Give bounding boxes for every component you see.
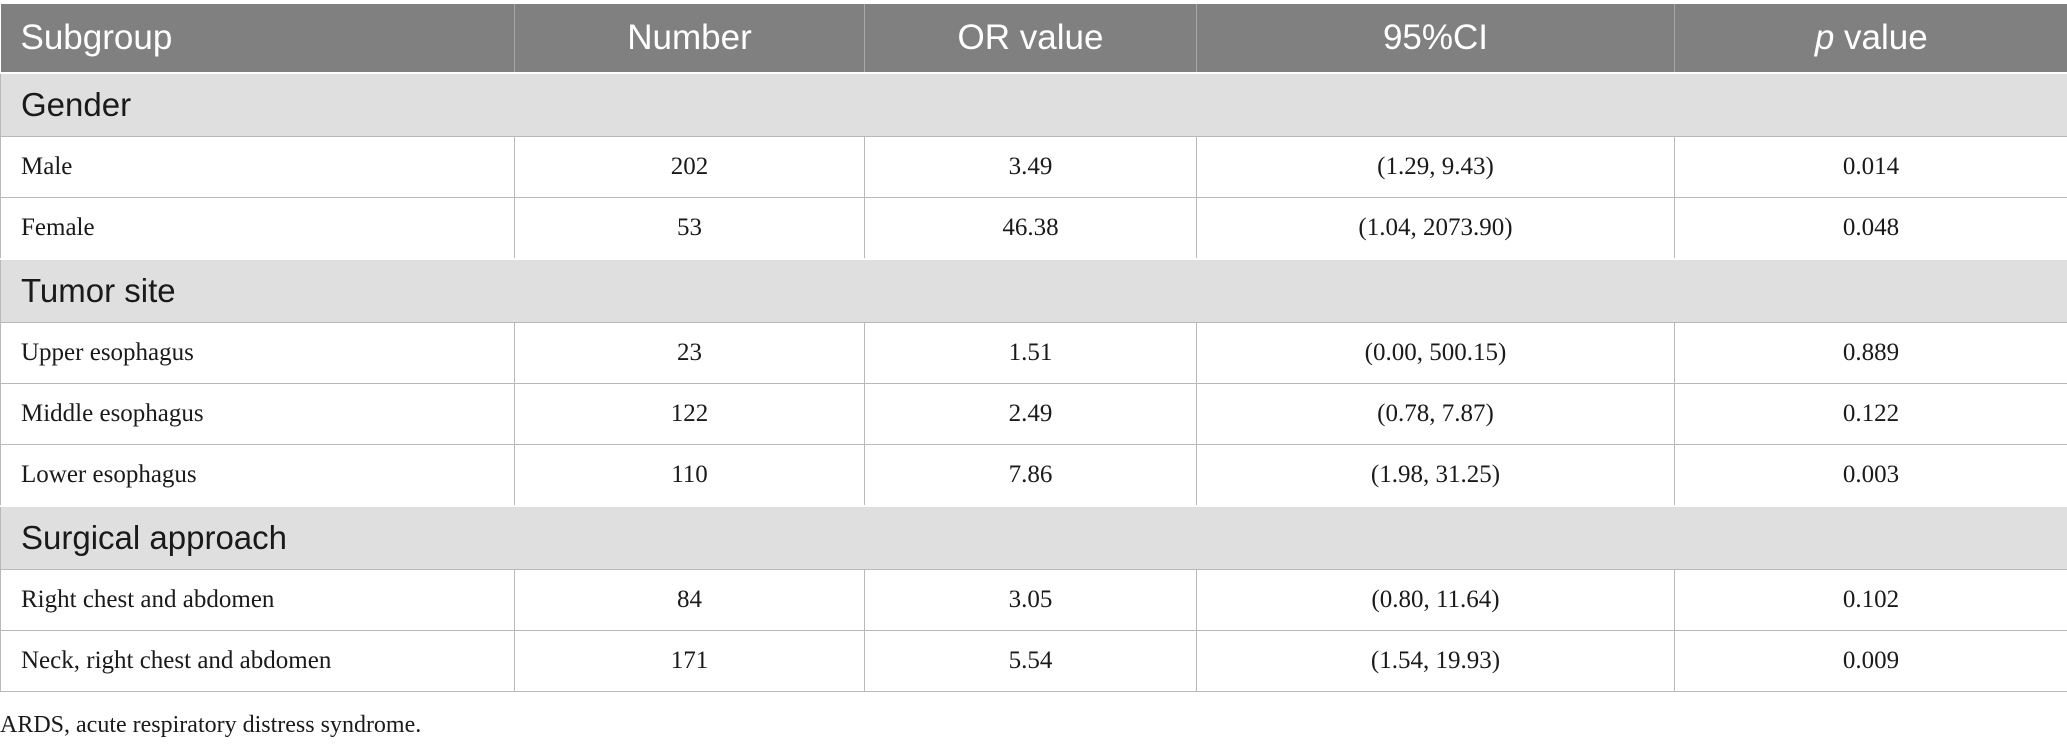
row-ci: (0.00, 500.15)	[1196, 322, 1675, 384]
row-label: Upper esophagus	[0, 322, 515, 384]
subgroup-analysis-table: Subgroup Number OR value 95%CI p value G…	[0, 4, 2067, 692]
row-or: 7.86	[864, 444, 1197, 507]
row-label: Right chest and abdomen	[0, 569, 515, 631]
row-or: 5.54	[864, 630, 1197, 692]
header-95ci: 95%CI	[1196, 4, 1675, 73]
header-subgroup: Subgroup	[0, 4, 515, 73]
group-row-tumor-site: Tumor site	[0, 258, 2067, 323]
group-title: Tumor site	[0, 258, 2067, 323]
row-number: 53	[514, 197, 865, 260]
row-number: 171	[514, 630, 865, 692]
row-ci: (1.54, 19.93)	[1196, 630, 1675, 692]
group-title: Surgical approach	[0, 505, 2067, 570]
group-row-gender: Gender	[0, 72, 2067, 137]
group-row-surgical-approach: Surgical approach	[0, 505, 2067, 570]
table-row: Lower esophagus 110 7.86 (1.98, 31.25) 0…	[0, 444, 2067, 507]
row-number: 110	[514, 444, 865, 507]
row-p: 0.048	[1674, 197, 2067, 260]
row-or: 3.05	[864, 569, 1197, 631]
row-ci: (1.04, 2073.90)	[1196, 197, 1675, 260]
row-p: 0.102	[1674, 569, 2067, 631]
row-ci: (0.78, 7.87)	[1196, 383, 1675, 445]
table-row: Male 202 3.49 (1.29, 9.43) 0.014	[0, 136, 2067, 198]
header-or-value: OR value	[864, 4, 1197, 73]
row-p: 0.122	[1674, 383, 2067, 445]
subgroup-table-container: Subgroup Number OR value 95%CI p value G…	[0, 4, 2067, 692]
row-number: 23	[514, 322, 865, 384]
row-label: Neck, right chest and abdomen	[0, 630, 515, 692]
row-or: 46.38	[864, 197, 1197, 260]
table-row: Upper esophagus 23 1.51 (0.00, 500.15) 0…	[0, 322, 2067, 384]
row-label: Male	[0, 136, 515, 198]
row-p: 0.889	[1674, 322, 2067, 384]
table-row: Neck, right chest and abdomen 171 5.54 (…	[0, 630, 2067, 692]
row-or: 2.49	[864, 383, 1197, 445]
table-row: Right chest and abdomen 84 3.05 (0.80, 1…	[0, 569, 2067, 631]
table-row: Middle esophagus 122 2.49 (0.78, 7.87) 0…	[0, 383, 2067, 445]
row-number: 202	[514, 136, 865, 198]
row-p: 0.003	[1674, 444, 2067, 507]
table-footnote: ARDS, acute respiratory distress syndrom…	[0, 712, 422, 738]
row-label: Middle esophagus	[0, 383, 515, 445]
table-row: Female 53 46.38 (1.04, 2073.90) 0.048	[0, 197, 2067, 260]
row-ci: (1.98, 31.25)	[1196, 444, 1675, 507]
row-ci: (0.80, 11.64)	[1196, 569, 1675, 631]
header-p-value: p value	[1674, 4, 2067, 73]
row-number: 84	[514, 569, 865, 631]
row-or: 3.49	[864, 136, 1197, 198]
row-ci: (1.29, 9.43)	[1196, 136, 1675, 198]
row-label: Lower esophagus	[0, 444, 515, 507]
row-number: 122	[514, 383, 865, 445]
row-label: Female	[0, 197, 515, 260]
table-header-row: Subgroup Number OR value 95%CI p value	[0, 4, 2067, 73]
group-title: Gender	[0, 72, 2067, 137]
header-p-italic: p	[1814, 18, 1835, 57]
header-p-rest: value	[1834, 18, 1928, 57]
header-number: Number	[514, 4, 865, 73]
row-or: 1.51	[864, 322, 1197, 384]
row-p: 0.014	[1674, 136, 2067, 198]
row-p: 0.009	[1674, 630, 2067, 692]
